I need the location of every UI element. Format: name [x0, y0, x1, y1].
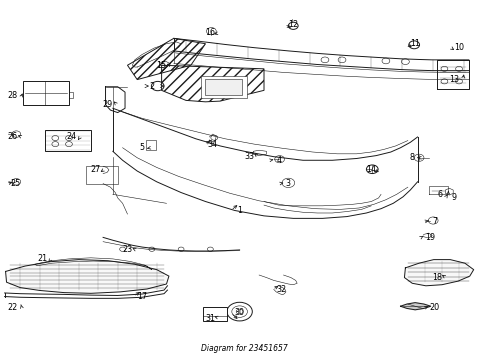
Text: 9: 9 — [451, 193, 456, 202]
Text: 11: 11 — [409, 39, 419, 48]
FancyBboxPatch shape — [86, 166, 118, 184]
Polygon shape — [445, 188, 452, 195]
Text: 12: 12 — [287, 19, 298, 28]
Text: 1: 1 — [237, 206, 242, 215]
FancyBboxPatch shape — [146, 140, 156, 150]
Text: 24: 24 — [66, 132, 76, 141]
Text: 2: 2 — [149, 82, 154, 91]
Text: 4: 4 — [276, 156, 281, 165]
Text: 16: 16 — [205, 28, 215, 37]
FancyBboxPatch shape — [44, 130, 91, 151]
Text: 30: 30 — [234, 308, 244, 317]
Text: 27: 27 — [90, 165, 101, 174]
Text: 34: 34 — [207, 140, 217, 149]
Polygon shape — [253, 150, 266, 156]
Text: 21: 21 — [37, 255, 47, 264]
Text: 3: 3 — [285, 179, 290, 188]
Text: 14: 14 — [366, 165, 375, 174]
Text: 22: 22 — [8, 303, 18, 312]
Text: 7: 7 — [431, 217, 436, 226]
Text: 31: 31 — [205, 314, 215, 323]
Text: 6: 6 — [436, 190, 441, 199]
FancyBboxPatch shape — [200, 76, 246, 98]
Text: 23: 23 — [122, 246, 132, 255]
Text: Diagram for 23451657: Diagram for 23451657 — [201, 344, 287, 353]
Text: 15: 15 — [156, 61, 166, 70]
Text: 20: 20 — [429, 303, 439, 312]
Polygon shape — [5, 260, 168, 293]
Text: 19: 19 — [424, 233, 434, 242]
Text: 5: 5 — [139, 143, 144, 152]
Text: 28: 28 — [8, 91, 18, 100]
Text: 13: 13 — [448, 75, 458, 84]
FancyBboxPatch shape — [203, 307, 227, 321]
FancyBboxPatch shape — [205, 79, 242, 95]
Polygon shape — [404, 260, 473, 286]
Text: 32: 32 — [275, 285, 285, 294]
Text: 33: 33 — [244, 152, 254, 161]
FancyBboxPatch shape — [22, 81, 69, 105]
Text: 18: 18 — [431, 273, 441, 282]
Text: 8: 8 — [408, 153, 413, 162]
Text: 25: 25 — [10, 179, 20, 188]
Text: 10: 10 — [453, 43, 463, 52]
Text: 29: 29 — [102, 100, 113, 109]
Text: 17: 17 — [137, 292, 147, 301]
Text: 26: 26 — [8, 132, 18, 141]
Polygon shape — [400, 303, 430, 310]
